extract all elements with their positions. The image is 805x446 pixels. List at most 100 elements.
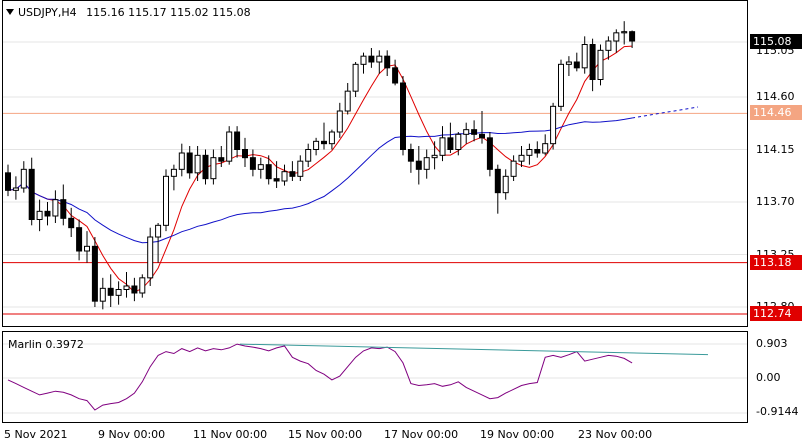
candle — [305, 143, 312, 167]
candle-body-bear — [28, 168, 35, 220]
candle-body-bear — [60, 199, 67, 219]
candle-body-bull — [257, 164, 264, 170]
candle — [502, 169, 509, 200]
candle-body-bear — [368, 55, 375, 63]
candle-body-bull — [605, 40, 612, 51]
triangle-down-icon[interactable] — [6, 9, 14, 15]
candle — [534, 141, 541, 158]
candle-body-bull — [613, 32, 620, 42]
candle-body-bear — [186, 152, 193, 174]
candle-body-bull — [178, 152, 185, 170]
indicator-panel-border — [2, 331, 748, 423]
indicator-tick-label: 0.00 — [756, 371, 781, 384]
price-tick-label: 113.70 — [756, 195, 795, 208]
candle-body-bear — [242, 149, 248, 159]
candle-body-bull — [194, 154, 201, 174]
candle-body-bull — [542, 143, 549, 154]
candle — [558, 59, 564, 111]
candle — [194, 146, 201, 181]
candle-body-bull — [455, 133, 462, 150]
symbol-menu[interactable]: USDJPY,H4 115.16 115.17 115.02 115.08 — [6, 6, 251, 19]
candle-body-bear — [249, 157, 256, 170]
candle — [400, 76, 406, 156]
candle-body-bull — [115, 289, 122, 296]
candle — [99, 277, 106, 310]
candle-body-bear — [400, 82, 406, 150]
candle-body-bull — [12, 187, 19, 191]
candle-body-bear — [321, 140, 327, 145]
marlin-line — [7, 343, 633, 411]
candle-body-bear — [392, 67, 399, 84]
candle-body-bear — [447, 137, 454, 150]
candle-body-bull — [155, 224, 162, 238]
candle — [542, 134, 549, 156]
candle-body-bull — [550, 105, 557, 145]
candle — [289, 161, 296, 181]
candle — [573, 52, 580, 72]
candle-body-bull — [297, 160, 304, 177]
candle — [518, 146, 525, 167]
indicator-lines — [7, 343, 709, 411]
candle-body-bull — [565, 61, 572, 65]
candle — [44, 202, 51, 226]
candle-body-bear — [629, 31, 636, 42]
slow-ma-projection — [632, 106, 699, 119]
candle — [139, 274, 146, 298]
candle — [526, 143, 533, 165]
time-tick-label: 11 Nov 00:00 — [193, 428, 268, 441]
ohlc-values: 115.16 115.17 115.02 115.08 — [86, 6, 251, 19]
candle — [368, 48, 375, 68]
level-price-tag: 113.18 — [750, 254, 802, 270]
moving-averages — [7, 45, 699, 293]
candle — [257, 157, 264, 179]
candle — [170, 164, 177, 191]
candle-body-bear — [234, 131, 241, 150]
candle — [52, 190, 59, 223]
candle-body-bear — [202, 154, 209, 180]
candle — [91, 237, 98, 307]
slow-ma-line — [7, 117, 633, 244]
candle — [242, 137, 248, 167]
candlesticks — [5, 21, 636, 310]
candle — [486, 132, 493, 177]
candle — [234, 126, 241, 158]
candle — [384, 50, 391, 76]
fast-ma-line — [7, 45, 633, 293]
candle-body-bear — [44, 210, 51, 217]
candle — [550, 102, 557, 150]
candle — [621, 21, 628, 45]
candle-body-bull — [526, 149, 533, 156]
candle — [613, 29, 620, 53]
candle-body-bull — [502, 175, 509, 194]
candle-body-bull — [210, 157, 217, 180]
candle — [218, 146, 225, 167]
candle-body-bear — [218, 157, 225, 162]
candle — [226, 126, 233, 165]
candle — [313, 137, 320, 156]
indicator-label: Marlin 0.3972 — [8, 338, 84, 351]
time-tick-label: 15 Nov 00:00 — [288, 428, 363, 441]
candle-body-bear — [289, 171, 296, 177]
marlin-trendline — [239, 343, 709, 356]
candle — [5, 164, 11, 197]
candle-body-bull — [360, 55, 367, 65]
candle — [415, 146, 422, 185]
candle-body-bear — [471, 129, 478, 135]
candle — [60, 184, 67, 226]
candle-body-bull — [84, 245, 90, 252]
candle — [407, 143, 414, 173]
candle — [510, 155, 517, 181]
candle-body-bear — [494, 168, 501, 194]
candle-body-bull — [463, 129, 470, 135]
candle — [360, 52, 367, 74]
candle — [447, 122, 454, 153]
candle-body-bull — [558, 63, 564, 107]
candle-body-bull — [163, 175, 169, 226]
candle — [107, 274, 114, 307]
candle-body-bull — [328, 131, 335, 145]
candle-body-bull — [423, 157, 430, 170]
candle — [463, 122, 470, 144]
time-tick-label: 17 Nov 00:00 — [384, 428, 459, 441]
